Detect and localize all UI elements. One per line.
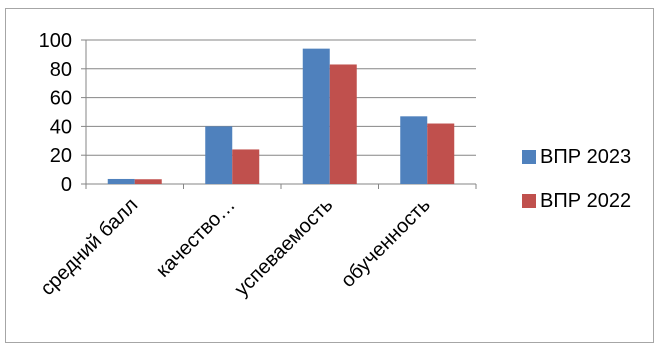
category-label: обученность [337,194,435,292]
legend-swatch [522,194,536,208]
bar-series2 [134,179,162,184]
y-tick-label: 80 [50,59,72,81]
legend-label: ВПР 2022 [540,190,631,212]
bar-series1 [302,48,330,184]
legend: ВПР 2023 ВПР 2022 [522,146,631,212]
category-labels: средний балл качество…успеваемость обученн… [36,194,434,301]
category-label: успеваемость [231,194,338,301]
category-label: качество… [152,194,240,282]
bars [107,48,455,184]
bar-series1 [107,178,135,184]
y-tick-label: 40 [50,116,72,138]
y-tick-label: 0 [61,174,72,196]
y-tick-label: 60 [50,88,72,110]
bar-series1 [205,126,233,184]
y-tick-label: 20 [50,145,72,167]
legend-swatch [522,150,536,164]
legend-label: ВПР 2023 [540,146,631,168]
bar-series1 [400,116,428,184]
bar-series2 [232,149,260,184]
category-label: средний балл [36,194,142,300]
bar-series2 [427,123,455,184]
y-tick-label: 100 [39,30,72,52]
y-tick-labels: 0 20 40 60 80 100 [39,30,72,196]
bar-series2 [329,64,357,184]
